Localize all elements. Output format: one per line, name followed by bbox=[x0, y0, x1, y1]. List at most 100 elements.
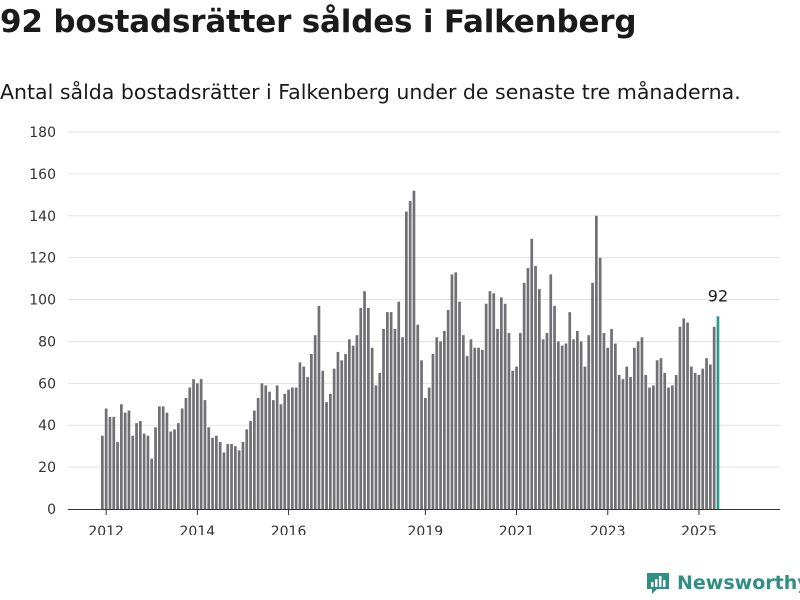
bar bbox=[655, 360, 659, 509]
y-tick-label: 100 bbox=[29, 293, 56, 309]
bar bbox=[519, 333, 522, 509]
bar bbox=[709, 364, 712, 509]
bar bbox=[241, 441, 245, 509]
y-tick-label: 160 bbox=[29, 167, 56, 183]
bar bbox=[340, 360, 344, 509]
bar bbox=[382, 328, 385, 509]
bar bbox=[576, 330, 579, 509]
bar bbox=[127, 410, 131, 509]
bar bbox=[355, 335, 359, 509]
y-tick-label: 0 bbox=[47, 502, 56, 518]
bar bbox=[234, 446, 237, 509]
bar bbox=[230, 444, 233, 509]
bar bbox=[249, 421, 252, 509]
bar bbox=[386, 312, 389, 509]
bar bbox=[142, 433, 146, 509]
y-tick-label: 80 bbox=[38, 334, 56, 350]
bar bbox=[332, 368, 336, 509]
bar bbox=[101, 435, 104, 509]
x-tick-label: 2014 bbox=[180, 524, 216, 535]
bar bbox=[431, 354, 435, 509]
bar bbox=[104, 408, 108, 509]
bar bbox=[568, 312, 572, 509]
y-tick-label: 40 bbox=[38, 418, 56, 434]
bars bbox=[101, 190, 720, 510]
bar bbox=[313, 335, 317, 509]
bar bbox=[329, 393, 332, 509]
bar bbox=[606, 347, 610, 509]
bar bbox=[553, 305, 556, 509]
bar bbox=[222, 452, 226, 509]
bar bbox=[705, 358, 708, 509]
bar bbox=[446, 310, 450, 509]
bar bbox=[439, 341, 442, 509]
bar bbox=[378, 372, 382, 509]
bar bbox=[667, 387, 670, 509]
y-tick-label: 180 bbox=[29, 125, 56, 141]
highlight-bar bbox=[716, 316, 720, 509]
bar bbox=[408, 201, 412, 509]
bar bbox=[564, 343, 568, 509]
bar bbox=[158, 406, 161, 509]
bar bbox=[150, 458, 154, 509]
bar bbox=[526, 268, 530, 509]
bar bbox=[621, 379, 625, 509]
bar bbox=[120, 404, 123, 509]
bar bbox=[325, 402, 328, 509]
bar bbox=[648, 387, 651, 509]
bar bbox=[196, 383, 199, 509]
bar bbox=[427, 387, 431, 509]
bar bbox=[405, 211, 408, 509]
highlight-value-label: 92 bbox=[708, 286, 728, 305]
x-tick-label: 2019 bbox=[408, 524, 444, 535]
bar bbox=[560, 345, 564, 509]
bar bbox=[412, 190, 416, 509]
bar bbox=[180, 408, 184, 509]
bar bbox=[211, 437, 214, 509]
bar bbox=[260, 383, 264, 509]
bar bbox=[659, 358, 663, 509]
bar bbox=[192, 379, 195, 509]
bar bbox=[674, 374, 678, 509]
bar bbox=[401, 337, 404, 509]
bar bbox=[598, 257, 602, 509]
bar bbox=[629, 377, 632, 509]
bar bbox=[116, 441, 119, 509]
bar bbox=[663, 372, 667, 509]
bar bbox=[424, 397, 427, 509]
page-title: 92 bostadsrätter såldes i Falkenberg bbox=[0, 4, 637, 40]
bar bbox=[139, 421, 142, 509]
bar bbox=[515, 366, 518, 509]
bar bbox=[363, 291, 366, 509]
bar bbox=[283, 393, 287, 509]
bar bbox=[496, 328, 499, 509]
bar bbox=[678, 326, 682, 509]
bar bbox=[146, 435, 150, 509]
bar bbox=[583, 366, 587, 509]
bar bbox=[587, 335, 591, 509]
newsworthy-logo[interactable]: Newsworthy bbox=[645, 570, 800, 596]
bar bbox=[420, 360, 423, 509]
bar bbox=[465, 356, 469, 509]
x-axis: 2012 2014 2016 2019 2021 2023 2025 bbox=[68, 509, 780, 535]
bar bbox=[614, 343, 617, 509]
bar bbox=[697, 374, 701, 509]
bar bbox=[169, 431, 173, 509]
bar bbox=[317, 305, 321, 509]
bar bbox=[154, 427, 157, 509]
bar bbox=[469, 339, 473, 509]
bar bbox=[712, 326, 716, 509]
bar bbox=[633, 347, 636, 509]
bar bbox=[336, 351, 340, 509]
page-subtitle: Antal sålda bostadsrätter i Falkenberg u… bbox=[0, 80, 741, 104]
bar bbox=[302, 366, 306, 509]
bar bbox=[579, 341, 583, 509]
y-axis-labels: 0 20 40 60 80 100 120 140 160 180 bbox=[29, 125, 56, 518]
bar bbox=[374, 385, 378, 509]
bar bbox=[310, 354, 313, 509]
bar bbox=[690, 366, 693, 509]
bar bbox=[370, 347, 374, 509]
bar bbox=[389, 312, 393, 509]
bar bbox=[393, 328, 397, 509]
bar bbox=[199, 379, 203, 509]
